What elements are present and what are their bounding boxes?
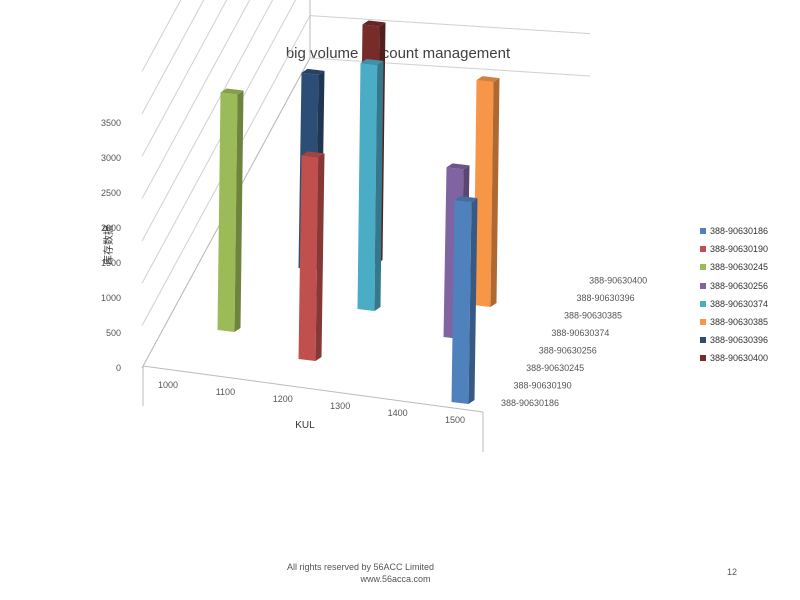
bar xyxy=(298,151,325,361)
axis-line xyxy=(142,365,484,413)
y-tick-label: 1500 xyxy=(101,258,121,268)
bar xyxy=(357,58,384,311)
x-tick-label: 1300 xyxy=(330,401,350,411)
bar-front xyxy=(357,62,378,311)
gridline xyxy=(141,0,182,72)
legend-item: 388-90630245 xyxy=(700,258,768,276)
bar-group xyxy=(217,20,500,404)
y-axis: 0 500 1000 1500 2000 2500 3000 3500 xyxy=(101,118,121,373)
legend-label: 388-90630190 xyxy=(710,244,769,255)
depth-tick-label: 388-90630256 xyxy=(539,346,597,356)
x-tick-label: 1200 xyxy=(273,394,293,404)
legend-item: 388-90630186 xyxy=(700,222,768,240)
bar-top xyxy=(476,76,500,83)
y-tick-label: 3500 xyxy=(101,118,121,128)
legend-label: 388-90630186 xyxy=(710,226,769,237)
bar-top xyxy=(362,20,386,27)
x-tick-label: 1100 xyxy=(216,387,235,397)
bar-top xyxy=(360,58,384,65)
depth-tick-label: 388-90630374 xyxy=(551,328,609,338)
bar-top xyxy=(301,151,325,158)
depth-axis: 388-90630186 388-90630190 388-90630245 388-… xyxy=(501,276,647,409)
legend-label: 388-90630256 xyxy=(710,280,769,291)
bar-side xyxy=(315,153,325,361)
legend-item: 388-90630190 xyxy=(700,240,768,258)
bar-top xyxy=(301,68,325,75)
legend-swatch xyxy=(700,319,706,326)
bar-front xyxy=(473,80,494,307)
y-axis-title: 库存数据 xyxy=(102,225,115,265)
gridline xyxy=(141,0,228,157)
y-tick-label: 2000 xyxy=(101,223,121,233)
legend-label: 388-90630400 xyxy=(710,353,769,364)
bar-side xyxy=(234,90,244,332)
x-tick-label: 1000 xyxy=(158,380,178,390)
gridline xyxy=(309,57,591,77)
legend-label: 388-90630385 xyxy=(710,317,769,328)
y-tick-label: 500 xyxy=(106,328,121,338)
chart-title: big volume discount management xyxy=(286,45,511,62)
depth-tick-label: 388-90630186 xyxy=(501,398,559,408)
legend-label: 388-90630374 xyxy=(710,298,769,309)
bar-front xyxy=(298,155,319,361)
gridline xyxy=(141,0,274,242)
copyright-text: All rights reserved by 56ACC Limited xyxy=(287,562,435,572)
bar-side xyxy=(468,198,478,404)
legend-swatch xyxy=(700,246,706,253)
legend-swatch xyxy=(700,337,706,344)
gridline xyxy=(141,0,205,115)
depth-tick-label: 388-90630190 xyxy=(514,381,572,391)
legend-item: 388-90630385 xyxy=(700,313,768,331)
gridline xyxy=(309,15,591,35)
legend: 388-90630186 388-90630190 388-90630245 388-… xyxy=(700,222,768,368)
legend-swatch xyxy=(700,355,706,362)
bar xyxy=(217,88,244,332)
x-tick-label: 1400 xyxy=(388,408,408,418)
depth-tick-label: 388-90630385 xyxy=(564,311,622,321)
bar-front xyxy=(451,200,472,404)
y-tick-label: 1000 xyxy=(101,293,121,303)
y-tick-label: 3000 xyxy=(101,153,121,163)
bar-top xyxy=(446,163,470,170)
legend-label: 388-90630245 xyxy=(710,262,769,273)
legend-item: 388-90630256 xyxy=(700,277,768,295)
legend-item: 388-90630400 xyxy=(700,349,768,367)
bar xyxy=(473,76,500,307)
legend-swatch xyxy=(700,282,706,289)
legend-swatch xyxy=(700,228,706,235)
legend-label: 388-90630396 xyxy=(710,335,769,346)
bar xyxy=(451,196,478,404)
gridline xyxy=(141,0,251,199)
y-tick-label: 0 xyxy=(116,363,121,373)
x-tick-label: 1500 xyxy=(445,415,465,425)
x-axis-title: KUL xyxy=(295,420,315,431)
footer: All rights reserved by 56ACC Limited www… xyxy=(287,561,434,585)
bar-front xyxy=(217,92,238,332)
y-tick-label: 2500 xyxy=(101,188,121,198)
bar-top xyxy=(454,196,478,203)
legend-swatch xyxy=(700,264,706,271)
x-axis: 1000 1100 1200 1300 1400 1500 xyxy=(158,380,465,425)
website-text: www.56acca.com xyxy=(360,574,431,584)
legend-item: 388-90630396 xyxy=(700,331,768,349)
legend-swatch xyxy=(700,300,706,307)
page-number: 12 xyxy=(727,567,738,577)
bar-top xyxy=(220,88,244,95)
bar-side xyxy=(374,60,384,311)
bar-side xyxy=(490,78,500,307)
depth-tick-label: 388-90630245 xyxy=(526,363,584,373)
depth-tick-label: 388-90630400 xyxy=(589,276,647,286)
depth-tick-label: 388-90630396 xyxy=(577,293,635,303)
legend-item: 388-90630374 xyxy=(700,295,768,313)
